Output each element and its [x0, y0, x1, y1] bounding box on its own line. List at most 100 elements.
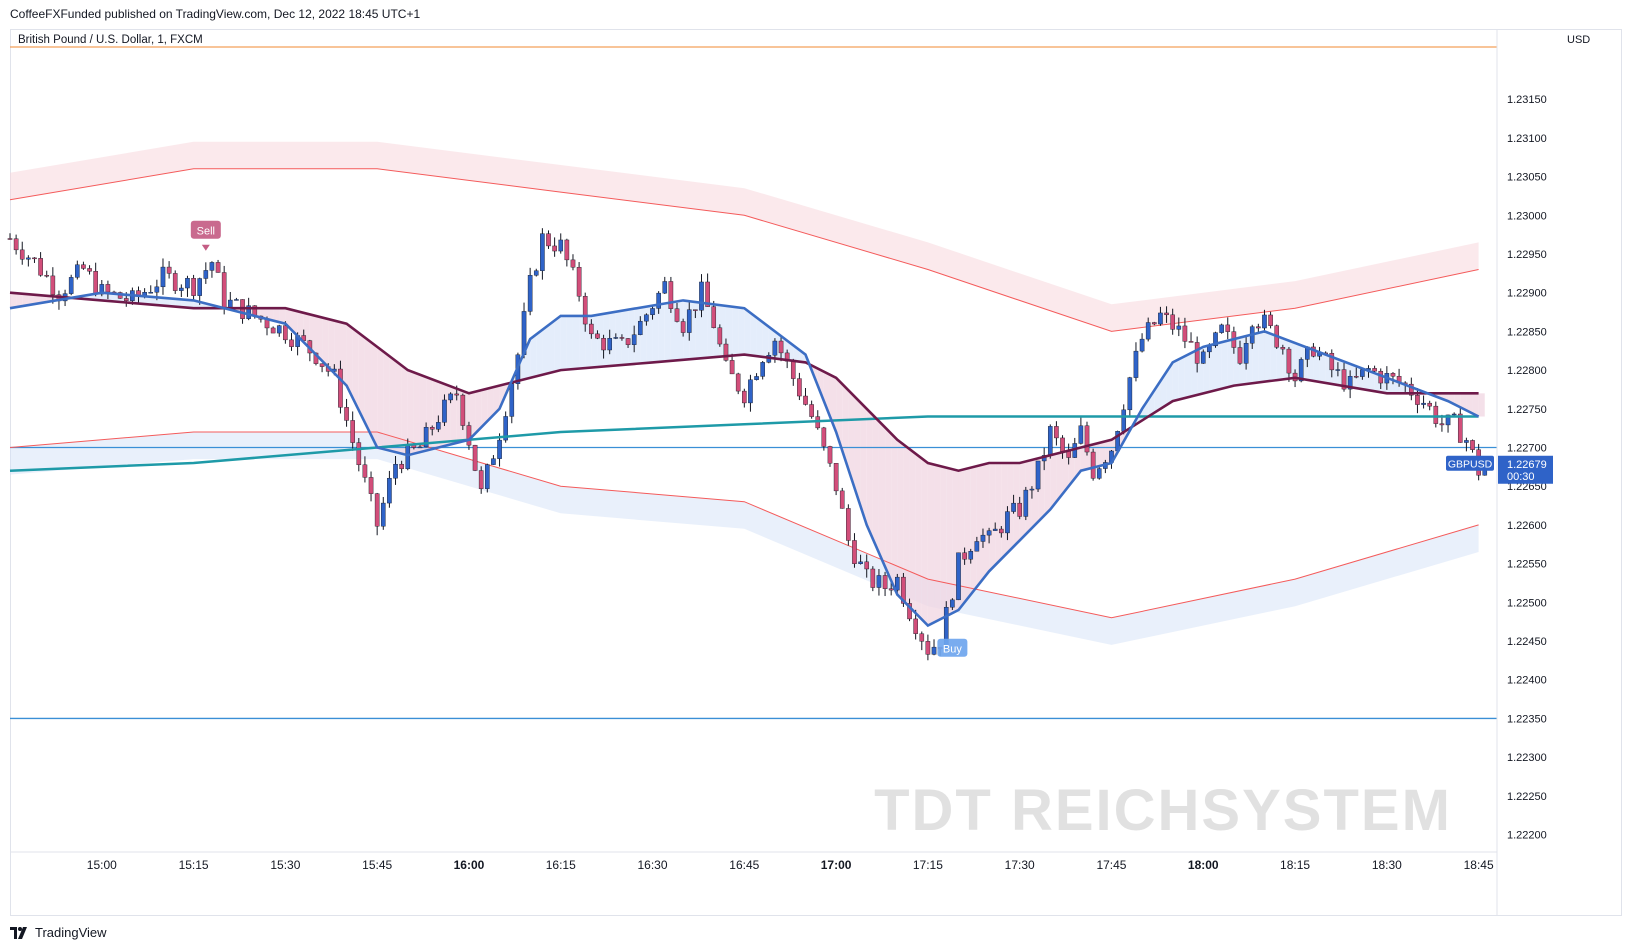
candle-body-up: [1421, 402, 1426, 405]
candle-body-down: [1060, 437, 1065, 452]
time-tick-label: 17:45: [1096, 858, 1126, 872]
candle-body-up: [1133, 350, 1139, 378]
candle-body-down: [552, 245, 557, 252]
candle-body-up: [448, 393, 453, 401]
candle-body-down: [1409, 383, 1414, 396]
ma-cloud-segment: [836, 377, 843, 451]
candle-body-up: [154, 286, 160, 293]
candle: [1078, 416, 1084, 445]
price-tag-value: 1.22679: [1507, 459, 1547, 471]
lower-band-line: [9, 431, 1479, 619]
candle: [393, 455, 398, 485]
currency-label[interactable]: USD: [1567, 34, 1591, 46]
ma-cloud-segment: [144, 296, 151, 305]
candle: [950, 598, 955, 610]
ma-cloud-segment: [799, 349, 806, 363]
price-tick-label: 1.22550: [1507, 559, 1547, 571]
candle: [368, 471, 374, 502]
candle: [809, 400, 814, 419]
candle-body-up: [1005, 511, 1010, 534]
ma-cloud-segment: [964, 467, 971, 603]
slow-ma-line: [9, 291, 1479, 473]
ma-cloud-segment: [872, 414, 879, 553]
candle-body-down: [283, 325, 288, 341]
ma-cloud-segment: [1209, 343, 1216, 392]
candle: [1286, 346, 1292, 382]
candle-body-down: [601, 338, 606, 351]
candle-body-up: [1096, 468, 1102, 479]
ma-cloud-segment: [10, 292, 17, 309]
candle: [876, 569, 882, 596]
candle: [980, 528, 986, 548]
candle-body-down: [1353, 376, 1359, 378]
candle: [803, 387, 808, 406]
candle: [1145, 317, 1151, 342]
candle: [1090, 448, 1096, 481]
ma-cloud-segment: [395, 360, 402, 454]
candle-body-up: [179, 287, 184, 291]
candle-body-down: [589, 323, 594, 335]
candle: [497, 433, 502, 467]
price-tick-label: 1.22900: [1507, 288, 1547, 300]
ma-cloud-segment: [407, 370, 414, 456]
candle-body-up: [527, 275, 533, 312]
ma-cloud-segment: [725, 305, 733, 357]
candle: [650, 306, 655, 320]
candle-body-down: [374, 493, 380, 527]
candle: [1427, 400, 1432, 411]
candle-body-down: [1329, 353, 1335, 371]
candle-body-up: [974, 541, 980, 552]
ma-cloud-segment: [1013, 462, 1020, 547]
candle-body-up: [227, 299, 233, 309]
ma-cloud-segment: [524, 339, 531, 380]
ma-cloud-segment: [1178, 356, 1185, 400]
candle-body-up: [637, 320, 643, 335]
candle: [1219, 323, 1224, 334]
candle: [735, 372, 741, 395]
upper-band-line: [9, 168, 1479, 332]
ma-cloud-segment: [695, 301, 702, 359]
candle-body-down: [809, 404, 814, 417]
candle-body-up: [540, 233, 545, 271]
ma-cloud-segment: [701, 302, 708, 359]
candle-body-up: [1145, 322, 1151, 340]
ma-cloud-segment: [1001, 462, 1008, 559]
candle: [87, 265, 92, 275]
candle-body-down: [595, 333, 600, 339]
ma-cloud-segment: [334, 320, 341, 380]
price-tick-label: 1.22700: [1507, 443, 1547, 455]
candle: [974, 536, 980, 552]
candle: [1084, 421, 1090, 456]
candle-body-down: [582, 296, 588, 325]
candle-body-down: [546, 233, 551, 247]
ma-cloud-segment: [946, 467, 953, 617]
candle-body-down: [429, 427, 435, 430]
symbol-title[interactable]: British Pound / U.S. Dollar, 1, FXCM: [18, 34, 203, 46]
candle: [858, 554, 863, 565]
candle-body-up: [1023, 489, 1029, 517]
candle-body-up: [760, 362, 765, 377]
candle: [344, 398, 349, 427]
candle: [1470, 439, 1475, 453]
candle: [1464, 437, 1469, 452]
candle: [1433, 401, 1439, 428]
candle: [742, 388, 747, 408]
watermark-text: TDT REICHSYSTEM: [874, 778, 1452, 843]
candle: [1127, 376, 1133, 416]
ma-cloud-segment: [615, 310, 622, 366]
ma-cloud-segment: [817, 368, 824, 402]
candle-body-down: [778, 340, 784, 354]
lower-band-fill: [10, 432, 1479, 645]
ma-cloud-segment: [1172, 359, 1179, 402]
ma-cloud-segment: [315, 315, 323, 361]
ma-cloud-segment: [854, 396, 861, 507]
candle-body-down: [87, 268, 92, 272]
candle-body-down: [729, 360, 735, 375]
candle-body-up: [895, 576, 900, 591]
footer-brand[interactable]: TradingView: [10, 925, 107, 940]
candle: [1182, 317, 1188, 349]
candle: [717, 324, 723, 347]
ma-cloud-segment: [848, 390, 855, 488]
candle: [686, 300, 692, 341]
